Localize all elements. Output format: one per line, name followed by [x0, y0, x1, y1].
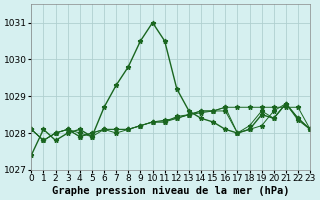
X-axis label: Graphe pression niveau de la mer (hPa): Graphe pression niveau de la mer (hPa) — [52, 186, 290, 196]
